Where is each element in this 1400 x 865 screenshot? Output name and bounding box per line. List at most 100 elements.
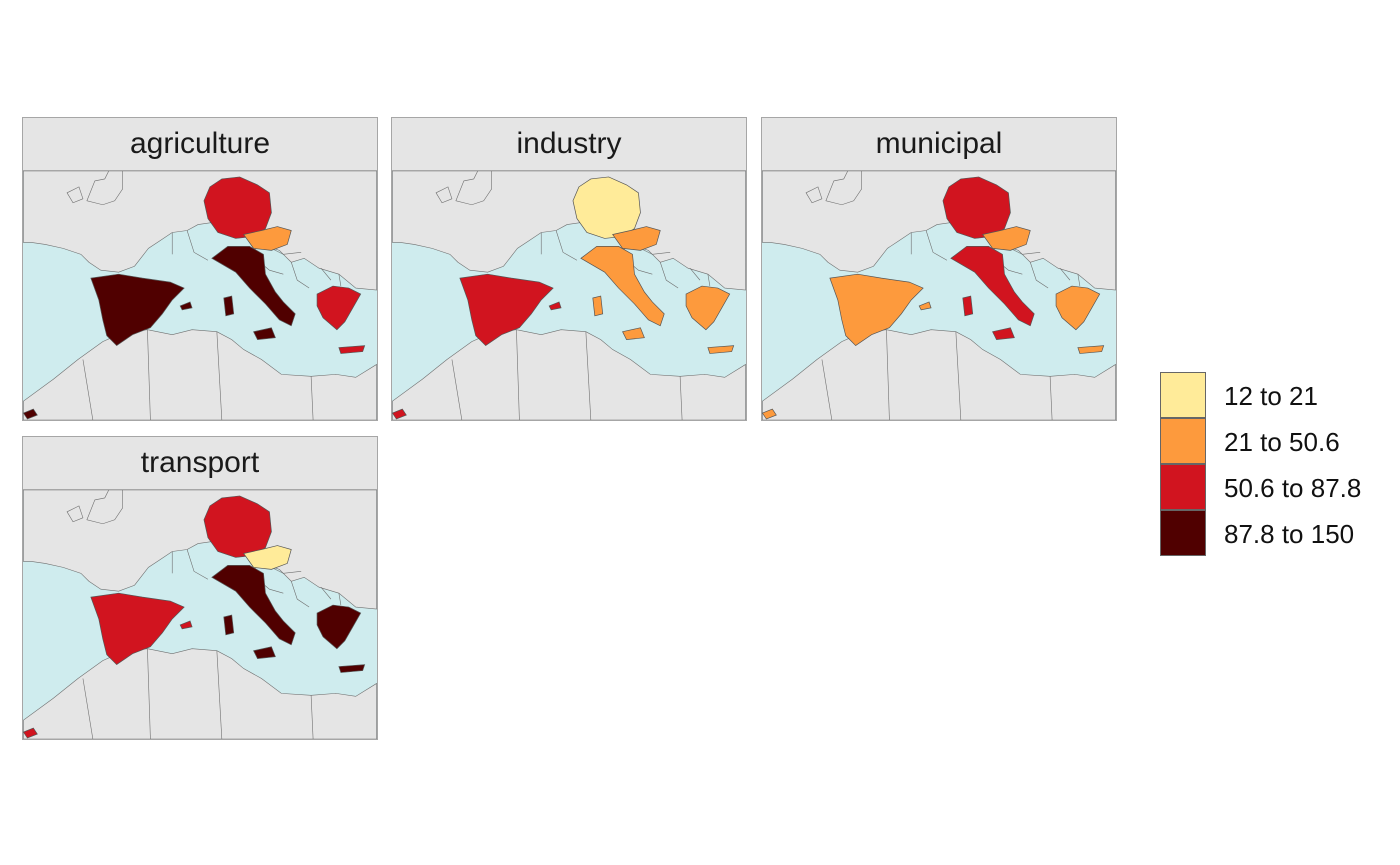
facet-title: industry [391, 117, 747, 171]
country-spain [459, 273, 554, 347]
legend-item: 21 to 50.6 [1160, 418, 1390, 464]
country-italy [950, 246, 1035, 327]
country-italy [580, 246, 665, 327]
legend-label: 21 to 50.6 [1224, 427, 1340, 457]
country-sicily [253, 646, 276, 660]
country-sicily [253, 327, 276, 341]
land-ireland [66, 505, 84, 523]
country-border [216, 650, 223, 739]
land-britain [86, 490, 123, 525]
country-greece [316, 285, 362, 331]
country-spain [829, 273, 924, 347]
facet-title: agriculture [22, 117, 378, 171]
legend-swatch [1160, 372, 1206, 418]
facet-panel-municipal: municipal [761, 117, 1117, 421]
land-southLand [23, 329, 377, 420]
country-sicily [992, 327, 1015, 341]
country-border [186, 549, 209, 580]
land-britain [86, 171, 123, 206]
country-border [1059, 268, 1071, 281]
country-canary [762, 408, 777, 420]
country-border [1077, 274, 1081, 287]
land-ireland [805, 186, 823, 204]
country-greece [685, 285, 731, 331]
country-sicily [622, 327, 645, 341]
country-border [320, 587, 332, 600]
legend-item: 87.8 to 150 [1160, 510, 1390, 556]
country-canary [23, 727, 38, 739]
legend-swatch [1160, 510, 1206, 556]
country-austria [982, 226, 1031, 251]
map-canvas [23, 490, 377, 739]
country-sardinia [592, 295, 604, 317]
facet-panel-transport: transport [22, 436, 378, 740]
country-italy [211, 565, 296, 646]
map-agriculture [22, 170, 378, 421]
facet-panel-industry: industry [391, 117, 747, 421]
country-austria [612, 226, 661, 251]
country-border [310, 376, 314, 420]
country-balearic [918, 301, 932, 311]
country-sardinia [962, 295, 974, 317]
country-austria [243, 226, 292, 251]
legend-label: 50.6 to 87.8 [1224, 473, 1362, 503]
land-ireland [435, 186, 453, 204]
country-crete [338, 345, 366, 354]
country-sardinia [223, 295, 235, 317]
map-industry [391, 170, 747, 421]
facet-title: transport [22, 436, 378, 490]
country-germany [203, 495, 272, 558]
country-border [320, 268, 332, 281]
map-legend: 12 to 21 21 to 50.6 50.6 to 87.8 87.8 to… [1160, 372, 1390, 556]
country-crete [1077, 345, 1105, 354]
country-border [216, 331, 223, 420]
country-border [707, 274, 711, 287]
country-canary [23, 408, 38, 420]
country-border [290, 262, 310, 289]
country-border [338, 593, 342, 606]
country-greece [316, 604, 362, 650]
country-balearic [179, 301, 193, 311]
country-border [1049, 376, 1053, 420]
country-border [338, 274, 342, 287]
country-germany [203, 176, 272, 239]
map-canvas [23, 171, 377, 420]
country-border [555, 230, 578, 261]
land-southLand [23, 648, 377, 739]
country-greece [1055, 285, 1101, 331]
facet-title: municipal [761, 117, 1117, 171]
country-balearic [179, 620, 193, 630]
legend-label: 12 to 21 [1224, 381, 1318, 411]
facet-panel-agriculture: agriculture [22, 117, 378, 421]
land-southLand [392, 329, 746, 420]
country-border [451, 359, 463, 420]
map-transport [22, 489, 378, 740]
land-britain [455, 171, 492, 206]
country-crete [338, 664, 366, 673]
country-italy [211, 246, 296, 327]
country-spain [90, 592, 185, 666]
country-germany [572, 176, 641, 239]
country-border [679, 376, 683, 420]
country-border [659, 262, 679, 289]
country-crete [707, 345, 735, 354]
country-border [290, 581, 310, 608]
legend-swatch [1160, 418, 1206, 464]
legend-swatch [1160, 464, 1206, 510]
country-border [186, 230, 209, 261]
country-border [925, 230, 948, 261]
country-border [310, 695, 314, 739]
country-spain [90, 273, 185, 347]
country-germany [942, 176, 1011, 239]
legend-item: 12 to 21 [1160, 372, 1390, 418]
country-border [886, 329, 890, 420]
country-border [147, 648, 151, 739]
land-britain [825, 171, 862, 206]
land-ireland [66, 186, 84, 204]
country-border [82, 359, 94, 420]
map-municipal [761, 170, 1117, 421]
country-border [689, 268, 701, 281]
map-canvas [762, 171, 1116, 420]
map-canvas [392, 171, 746, 420]
legend-label: 87.8 to 150 [1224, 519, 1355, 549]
